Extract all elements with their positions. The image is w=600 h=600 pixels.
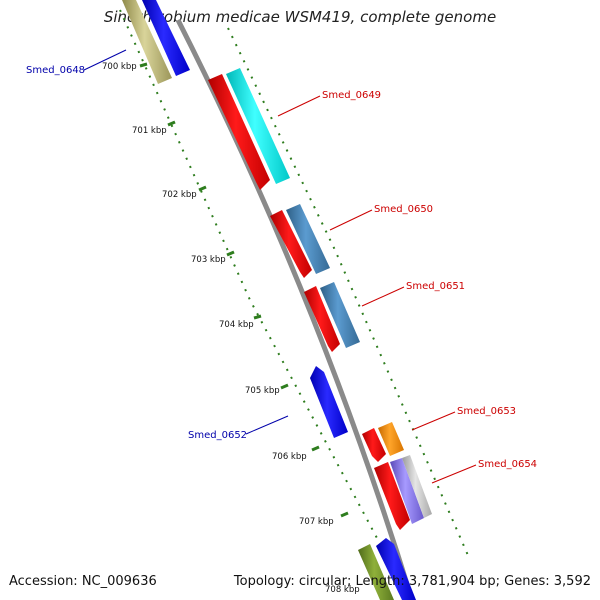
smed-0654-forward-bar [374,462,410,530]
smed-0651-forward-bar [304,286,340,352]
feature-smed-0649[interactable] [208,68,290,190]
smed-0653-bar [378,422,404,456]
label-smed-0648[interactable]: Smed_0648 [26,65,85,76]
leader-smed-0652 [245,415,289,435]
feature-smed-0652[interactable] [310,366,348,438]
tick-label-701: 701 kbp [132,126,167,136]
smed-0648-bar [142,0,190,76]
feature-smed-0648[interactable] [122,0,190,84]
leader-smed-0651 [361,286,405,307]
tick-label-703: 703 kbp [191,255,226,265]
outer-guide-ring [227,27,471,561]
tick-label-704: 704 kbp [219,320,254,330]
smed-0654-bar [390,458,424,524]
smed-0651-bar [320,282,360,348]
smed-0648-partner-bar [122,0,172,84]
smed-0650-forward-bar [270,210,312,278]
label-smed-0654[interactable]: Smed_0654 [478,459,537,470]
tick-label-705: 705 kbp [245,386,280,396]
feature-smed-0654[interactable] [374,455,432,530]
leader-smed-0654 [431,464,477,484]
label-smed-0649[interactable]: Smed_0649 [322,90,381,101]
genome-summary: Topology: circular; Length: 3,781,904 bp… [233,574,591,589]
smed-0652-bar [310,366,348,438]
smed-0653-forward-bar [362,428,386,462]
map-title: Sinorhizobium medicae WSM419, complete g… [103,8,497,26]
smed-0654-partner-bar [402,455,432,518]
leader-smed-0653 [411,411,456,431]
tick-label-700: 700 kbp [102,62,137,72]
feature-smed-0651[interactable] [304,282,360,352]
bottom-green-bar [358,544,394,600]
leader-smed-0650 [329,209,373,231]
genome-backbone [175,18,415,600]
label-smed-0650[interactable]: Smed_0650 [374,204,433,215]
feature-smed-0650[interactable] [270,204,330,278]
label-smed-0651[interactable]: Smed_0651 [406,281,465,292]
leader-smed-0648 [83,49,127,71]
label-smed-0652[interactable]: Smed_0652 [188,430,247,441]
smed-0650-bar [286,204,330,274]
leader-smed-0649 [277,95,321,117]
smed-0649-bar [226,68,290,184]
smed-0649-forward-bar [208,74,270,190]
bottom-blue-bar [376,538,416,600]
tick-label-707: 707 kbp [299,517,334,527]
feature-smed-0653[interactable] [362,422,404,462]
tick-label-702: 702 kbp [162,190,197,200]
feature-bottom-pair [358,538,416,600]
label-smed-0653[interactable]: Smed_0653 [457,406,516,417]
accession-label: Accession: NC_009636 [9,574,157,589]
tick-label-708: 708 kbp [325,585,360,595]
tick-label-706: 706 kbp [272,452,307,462]
tick-marks [139,62,349,518]
